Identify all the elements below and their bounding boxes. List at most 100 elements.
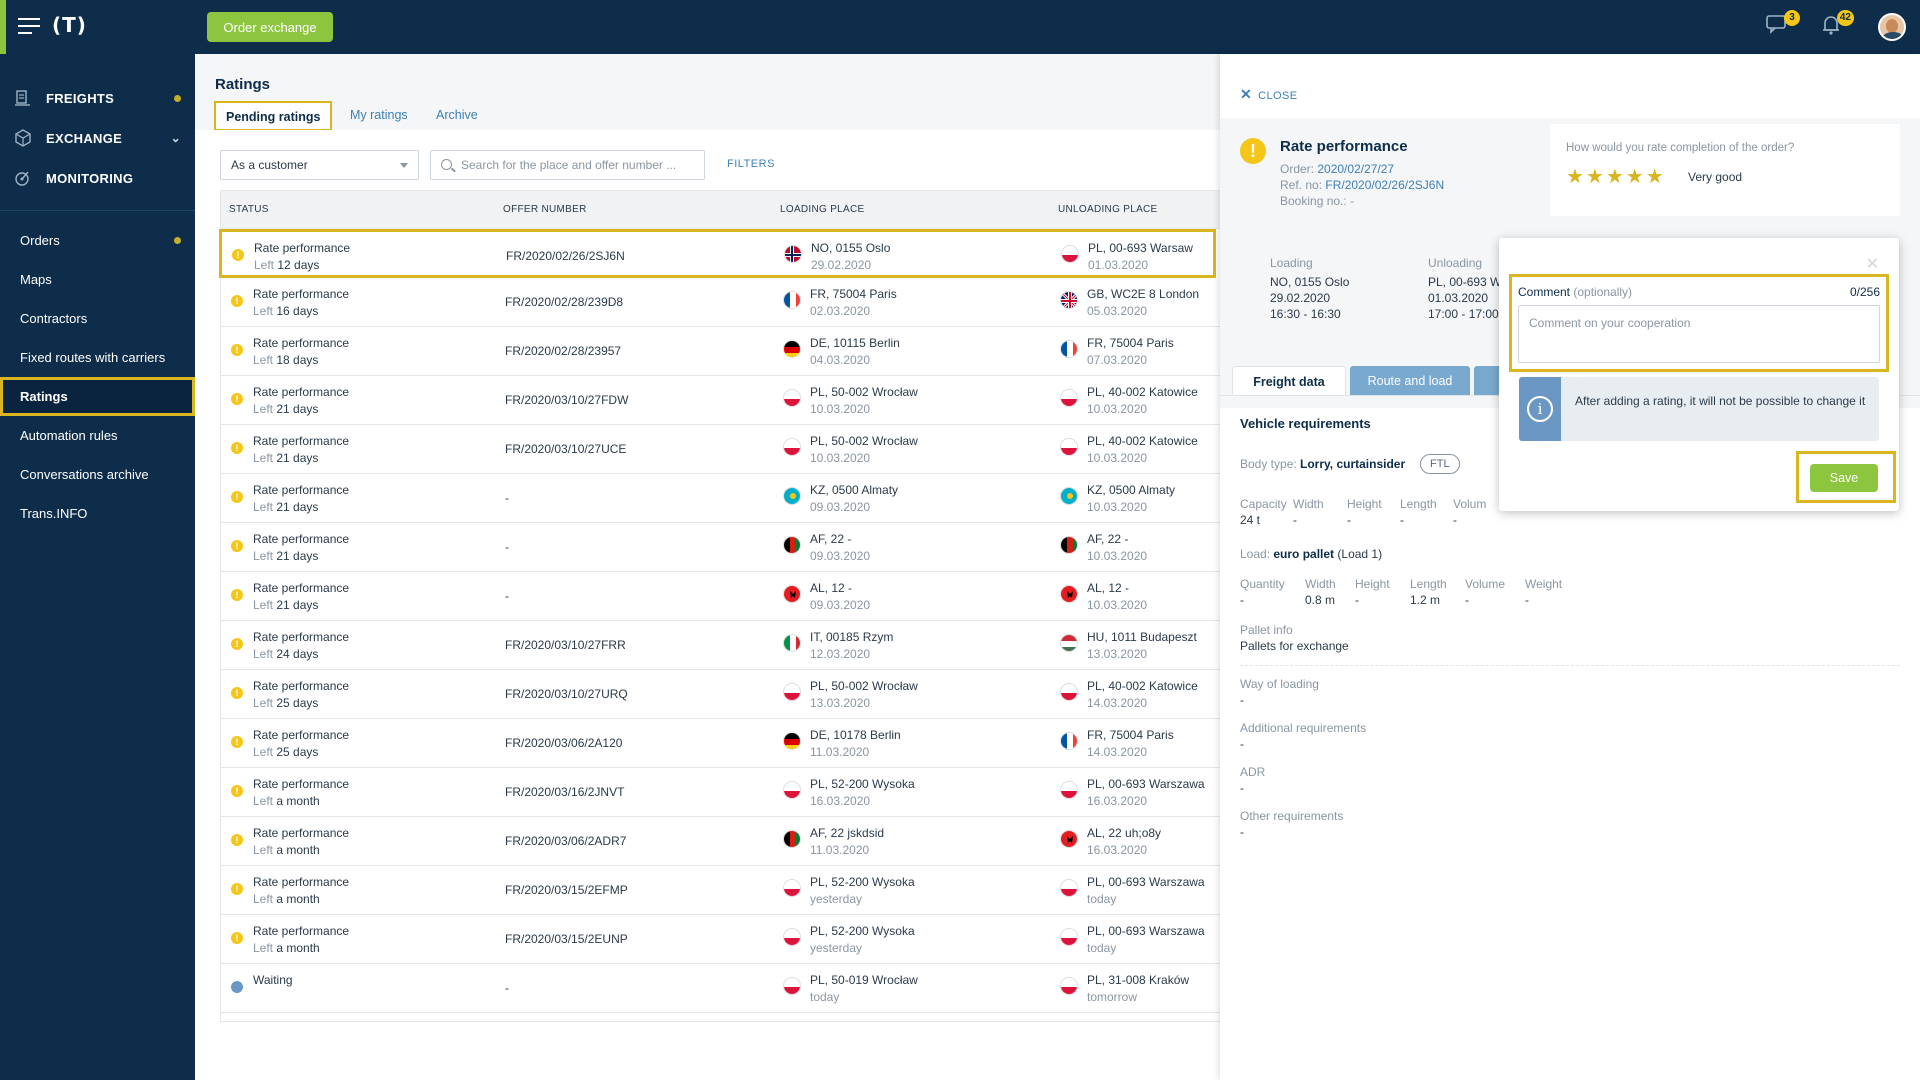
table-row[interactable]: ! Rate performance Left a month FR/2020/… [221, 915, 1220, 964]
avatar[interactable] [1878, 13, 1906, 41]
tab-freight-data[interactable]: Freight data [1232, 366, 1346, 396]
rating-box: How would you rate completion of the ord… [1550, 124, 1900, 216]
status-left: Left 12 days [254, 258, 319, 272]
left-value: 21 days [276, 451, 319, 465]
loading-date: 13.03.2020 [810, 696, 871, 710]
offer-number: - [505, 981, 509, 995]
comment-label-text: Comment [1518, 285, 1571, 299]
nav-conversations-archive[interactable]: Conversations archive [0, 455, 195, 494]
nav-contractors[interactable]: Contractors [0, 299, 195, 338]
tab-archive[interactable]: Archive [436, 108, 478, 122]
table-row[interactable]: ! Rate performance Left 21 days - AL, 12… [221, 572, 1220, 621]
save-button[interactable]: Save [1810, 464, 1878, 492]
close-button[interactable]: ✕ CLOSE [1240, 86, 1297, 103]
nav-automation-rules[interactable]: Automation rules [0, 416, 195, 455]
notifications-icon[interactable]: 42 [1820, 10, 1854, 40]
offer-number: FR/2020/03/10/27UCE [505, 442, 627, 456]
loading-place-text: PL, 50-002 Wrocław [810, 385, 918, 399]
col-status: STATUS [229, 204, 269, 215]
warning-icon: ! [1240, 138, 1266, 164]
table-row[interactable]: ! Rate performance Left 18 days FR/2020/… [221, 327, 1220, 376]
unloading-date: 14.03.2020 [1087, 696, 1148, 710]
load-suffix: (Load 1) [1337, 547, 1383, 561]
table-row[interactable]: ! Rate performance Left a month FR/2020/… [221, 817, 1220, 866]
loading-place-text: DE, 10178 Berlin [810, 728, 901, 742]
flag-icon [783, 389, 801, 407]
nav-contractors-label: Contractors [20, 311, 88, 326]
nav-maps[interactable]: Maps [0, 260, 195, 299]
offer-number: FR/2020/03/10/27URQ [505, 687, 628, 701]
table-row[interactable]: Waiting - PL, 50-019 Wrocław today PL, 3… [221, 964, 1220, 1013]
order-exchange-button[interactable]: Order exchange [207, 12, 333, 42]
tab-pending-ratings[interactable]: Pending ratings [214, 101, 333, 131]
load-spec-value: 1.2 m [1410, 593, 1441, 607]
table-row[interactable]: ! Rate performance Left 25 days FR/2020/… [221, 719, 1220, 768]
messages-badge: 3 [1784, 10, 1800, 26]
ref-link[interactable]: FR/2020/02/26/2SJ6N [1325, 178, 1445, 192]
nav-orders[interactable]: Orders [0, 221, 195, 260]
status-text: Rate performance [253, 385, 350, 399]
rating-stars[interactable]: ★★★★★ [1566, 166, 1666, 188]
panel-title: Rate performance [1280, 138, 1408, 155]
table-row[interactable]: ! Rate performance Left 16 days FR/2020/… [221, 278, 1220, 327]
flag-icon [1060, 585, 1078, 603]
loading-date: 10.03.2020 [810, 402, 871, 416]
nav-monitoring[interactable]: MONITORING [0, 158, 195, 198]
nav-fixed-routes[interactable]: Fixed routes with carriers [0, 338, 195, 377]
left-label: Left [253, 941, 274, 955]
filters-link[interactable]: FILTERS [727, 158, 775, 170]
role-select[interactable]: As a customer [220, 150, 419, 180]
vehicle-spec-value: - [1347, 513, 1351, 527]
table-row[interactable]: ! Rate performance Left 21 days FR/2020/… [221, 376, 1220, 425]
table-row[interactable]: ! Rate performance Left 12 days FR/2020/… [219, 229, 1216, 278]
search-box[interactable] [430, 150, 705, 180]
unloading-place-text: FR, 75004 Paris [1087, 728, 1174, 742]
left-label: Left [254, 258, 275, 272]
offer-number: FR/2020/02/26/2SJ6N [506, 249, 625, 263]
table-row[interactable]: ! Rate performance Left 25 days FR/2020/… [221, 670, 1220, 719]
nav-freights[interactable]: FREIGHTS [0, 78, 195, 118]
table-row[interactable]: ! Rate performance Left 21 days - AF, 22… [221, 523, 1220, 572]
status-text: Rate performance [253, 630, 350, 644]
left-label: Left [253, 598, 274, 612]
table-row[interactable]: ! Rate performance Left a month FR/2020/… [221, 866, 1220, 915]
divider [1240, 665, 1900, 666]
vehicle-spec-label: Volum [1453, 497, 1487, 511]
messages-icon[interactable]: 3 [1766, 10, 1800, 40]
main-content: Ratings Pending ratings My ratings Archi… [195, 54, 1220, 1080]
nav-conversations-archive-label: Conversations archive [20, 467, 149, 482]
left-label: Left [253, 304, 274, 318]
left-value: 24 days [276, 647, 319, 661]
logo[interactable]: (T) [52, 13, 87, 37]
table-row[interactable]: ! Rate performance Left a month FR/2020/… [221, 768, 1220, 817]
warning-icon: ! [231, 834, 243, 846]
left-value: a month [276, 892, 320, 906]
search-input[interactable] [461, 156, 696, 174]
table-row[interactable]: ! Rate performance Left 21 days - KZ, 05… [221, 474, 1220, 523]
flag-icon [1060, 291, 1078, 309]
nav-orders-label: Orders [20, 233, 60, 248]
menu-icon[interactable] [18, 18, 40, 36]
tab-route-and-load[interactable]: Route and load [1350, 366, 1470, 396]
order-line: Order: 2020/02/27/27 [1280, 162, 1394, 176]
flag-icon [783, 340, 801, 358]
order-link[interactable]: 2020/02/27/27 [1317, 162, 1395, 176]
comment-textarea[interactable] [1518, 305, 1880, 363]
nav-trans-info[interactable]: Trans.INFO [0, 494, 195, 533]
loading-date: 10.03.2020 [810, 451, 871, 465]
tab-my-ratings[interactable]: My ratings [350, 108, 408, 122]
loading-time: 16:30 - 16:30 [1270, 307, 1341, 321]
unloading-place-text: PL, 40-002 Katowice [1087, 434, 1198, 448]
adr-label: ADR [1240, 765, 1266, 779]
table-row[interactable]: ! Rate performance Left 21 days FR/2020/… [221, 425, 1220, 474]
warning-icon: ! [231, 932, 243, 944]
nav-ratings[interactable]: Ratings [0, 377, 195, 416]
vehicle-spec-label: Width [1293, 497, 1324, 511]
other-requirements-value: - [1240, 825, 1244, 839]
close-popup-icon[interactable]: ✕ [1865, 256, 1879, 273]
loading-date: 02.03.2020 [810, 304, 871, 318]
unloading-date: today [1087, 892, 1117, 906]
table-row[interactable]: ! Rate performance Left 24 days FR/2020/… [221, 621, 1220, 670]
freights-icon [14, 89, 32, 107]
nav-exchange[interactable]: EXCHANGE ⌄ [0, 118, 195, 158]
